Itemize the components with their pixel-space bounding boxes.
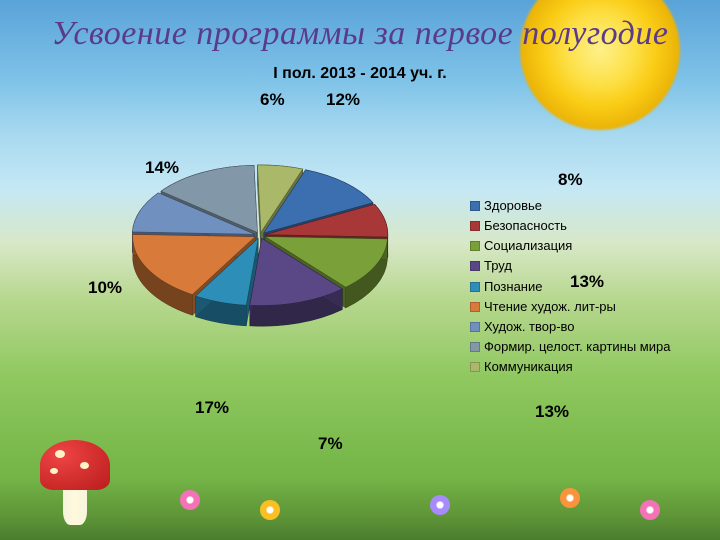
legend-swatch: [470, 241, 480, 251]
legend-label: Безопасность: [484, 216, 567, 236]
pct-label: 6%: [260, 90, 285, 110]
pct-label: 10%: [88, 278, 122, 298]
legend-row: Труд: [470, 256, 670, 276]
legend: ЗдоровьеБезопасностьСоциализацияТрудПозн…: [470, 196, 670, 377]
flower-decor: [560, 488, 580, 508]
flower-decor: [260, 500, 280, 520]
legend-swatch: [470, 302, 480, 312]
legend-row: Худож. твор-во: [470, 317, 670, 337]
legend-row: Формир. целост. картины мира: [470, 337, 670, 357]
pct-label: 7%: [318, 434, 343, 454]
pct-label: 13%: [535, 402, 569, 422]
legend-swatch: [470, 362, 480, 372]
pie-chart: [100, 80, 420, 400]
legend-row: Познание: [470, 277, 670, 297]
flower-decor: [430, 495, 450, 515]
legend-label: Познание: [484, 277, 542, 297]
legend-label: Формир. целост. картины мира: [484, 337, 670, 357]
legend-row: Здоровье: [470, 196, 670, 216]
pct-label: 8%: [558, 170, 583, 190]
pct-label: 14%: [145, 158, 179, 178]
legend-row: Социализация: [470, 236, 670, 256]
pct-label: 12%: [326, 90, 360, 110]
legend-swatch: [470, 221, 480, 231]
legend-row: Чтение худож. лит-ры: [470, 297, 670, 317]
legend-row: Коммуникация: [470, 357, 670, 377]
legend-swatch: [470, 322, 480, 332]
legend-swatch: [470, 342, 480, 352]
legend-label: Коммуникация: [484, 357, 573, 377]
legend-label: Социализация: [484, 236, 572, 256]
legend-swatch: [470, 261, 480, 271]
legend-label: Чтение худож. лит-ры: [484, 297, 616, 317]
page-title: Усвоение программы за первое полугодие: [0, 15, 720, 53]
legend-label: Здоровье: [484, 196, 542, 216]
legend-label: Худож. твор-во: [484, 317, 575, 337]
pct-label: 17%: [195, 398, 229, 418]
legend-swatch: [470, 201, 480, 211]
flower-decor: [180, 490, 200, 510]
flower-decor: [640, 500, 660, 520]
legend-row: Безопасность: [470, 216, 670, 236]
mushroom-decor: [35, 440, 115, 530]
legend-swatch: [470, 282, 480, 292]
legend-label: Труд: [484, 256, 512, 276]
